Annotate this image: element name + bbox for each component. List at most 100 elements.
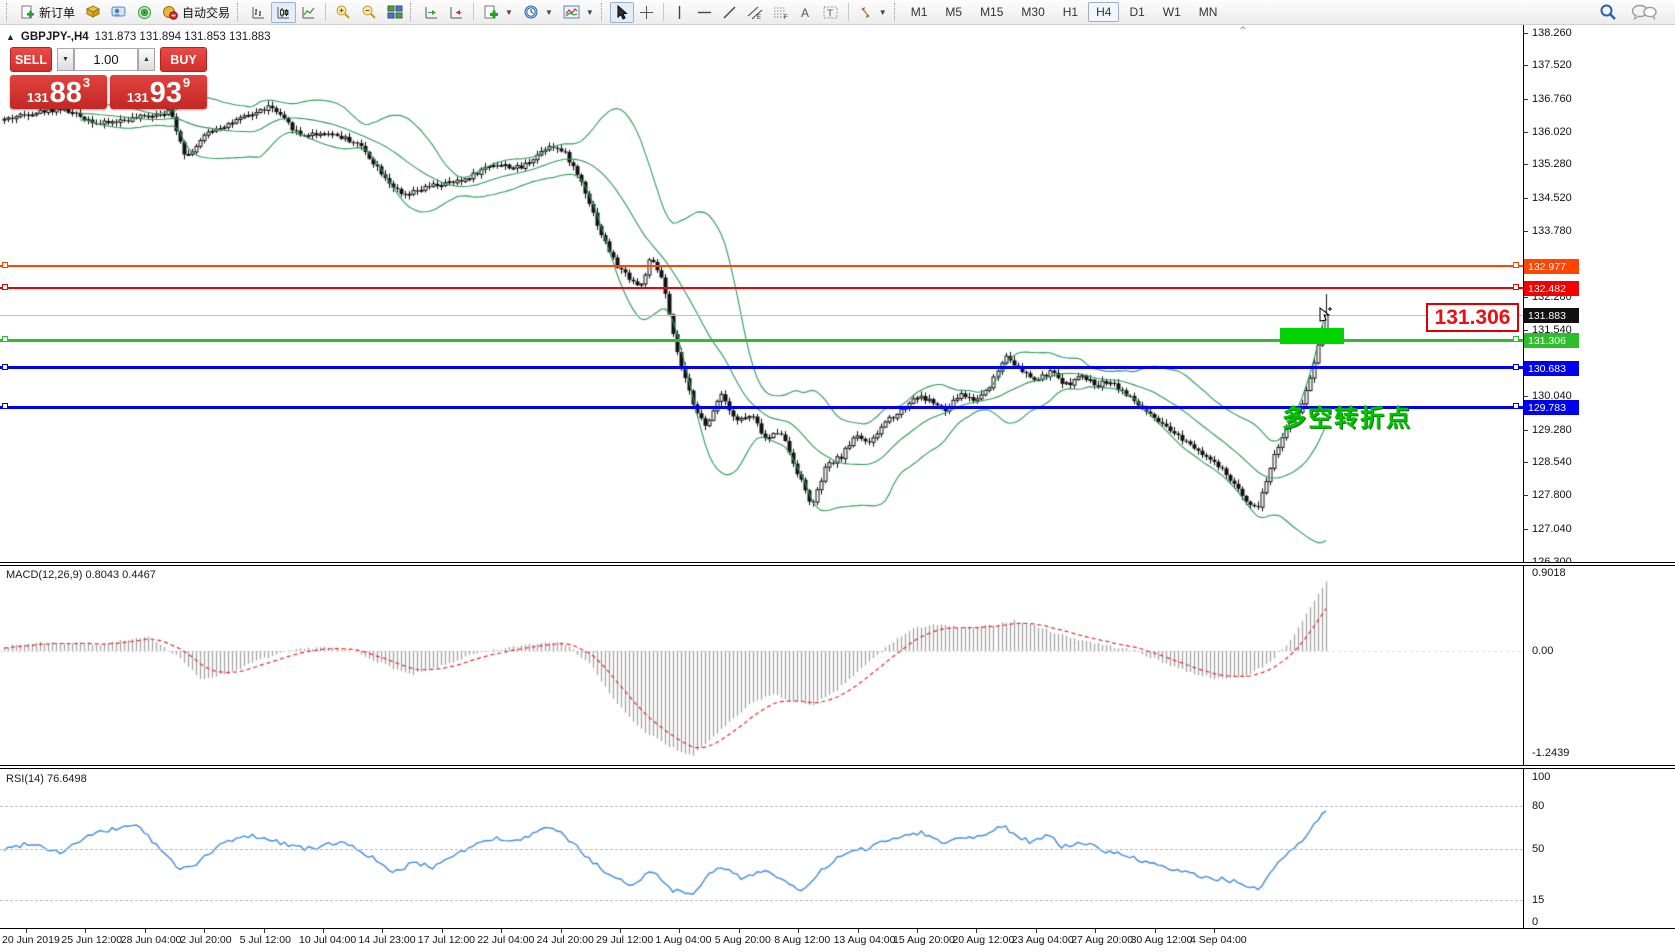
- price-callout-label[interactable]: 131.306: [1426, 303, 1519, 332]
- chat-icon[interactable]: [1631, 3, 1657, 21]
- text-label-tool-button[interactable]: T: [818, 2, 844, 23]
- horizontal-level-line[interactable]: [0, 406, 1523, 409]
- macd-canvas[interactable]: [0, 566, 1523, 766]
- auto-trading-button[interactable]: 自动交易: [157, 2, 235, 23]
- price-tick-label: 130.040: [1532, 390, 1572, 402]
- price-tick: [1523, 495, 1528, 496]
- toolbar-grip[interactable]: [6, 3, 11, 21]
- horizontal-line-tool-button[interactable]: [692, 2, 717, 23]
- candlestick-chart-button[interactable]: [271, 1, 297, 23]
- horizontal-level-line[interactable]: [0, 265, 1523, 267]
- time-axis-label: 4 Sep 04:00: [1190, 934, 1247, 946]
- timeframe-button-m5[interactable]: M5: [945, 5, 963, 19]
- crosshair-tool-button[interactable]: [634, 2, 659, 23]
- data-window-button[interactable]: [106, 2, 132, 23]
- level-anchor-marker[interactable]: [2, 262, 8, 268]
- volume-decrease-button[interactable]: ▼: [57, 48, 74, 71]
- horizontal-line-icon: [697, 8, 712, 17]
- price-tick: [1523, 99, 1528, 100]
- vertical-line-tool-button[interactable]: [668, 2, 692, 23]
- time-axis-label: 15 Aug 20:00: [893, 934, 955, 946]
- time-axis-tick: [144, 929, 146, 933]
- level-anchor-marker[interactable]: [2, 403, 8, 409]
- signal-icon: [137, 5, 152, 20]
- horizontal-level-line[interactable]: [0, 366, 1523, 369]
- price-tick: [1523, 396, 1528, 397]
- level-price-badge: 129.783: [1524, 400, 1579, 415]
- chart-shift-button[interactable]: [444, 2, 469, 23]
- toolbar-grip[interactable]: [893, 3, 899, 21]
- signals-button[interactable]: [132, 2, 157, 23]
- market-watch-button[interactable]: [80, 2, 106, 23]
- new-template-button[interactable]: ▼: [478, 2, 518, 23]
- level-anchor-marker[interactable]: [2, 364, 8, 370]
- time-axis-tick: [917, 929, 918, 933]
- rsi-level-line: [0, 900, 1523, 901]
- search-icon[interactable]: [1599, 3, 1617, 21]
- timeframe-button-h1[interactable]: H1: [1062, 5, 1079, 19]
- timeframe-bar: M1 M5 M15 M30 H1 H4 D1 W1 MN: [903, 2, 1226, 22]
- horizontal-level-line[interactable]: [0, 339, 1523, 342]
- indicators-button[interactable]: ▼: [558, 2, 599, 23]
- auto-scroll-button[interactable]: [419, 2, 444, 23]
- level-anchor-marker[interactable]: [2, 284, 8, 290]
- level-anchor-marker[interactable]: [1513, 336, 1519, 342]
- level-anchor-marker[interactable]: [2, 336, 8, 342]
- data-window-icon: [111, 5, 127, 19]
- zoom-in-icon: [335, 4, 351, 20]
- price-tick: [1523, 198, 1528, 199]
- periods-button[interactable]: ▼: [518, 2, 558, 23]
- buy-button[interactable]: BUY: [160, 47, 207, 72]
- pane-divider-rsi[interactable]: [0, 765, 1675, 769]
- main-chart-canvas[interactable]: [0, 25, 1523, 563]
- level-anchor-marker[interactable]: [1513, 262, 1519, 268]
- level-anchor-marker[interactable]: [1513, 284, 1519, 290]
- toolbar-grip[interactable]: [237, 3, 242, 21]
- turning-point-annotation[interactable]: 多空转折点: [1282, 405, 1412, 432]
- time-axis-tick: [263, 929, 265, 933]
- highlight-rectangle[interactable]: [1280, 328, 1344, 344]
- timeframe-button-h4[interactable]: H4: [1088, 2, 1120, 22]
- level-anchor-marker[interactable]: [1513, 403, 1519, 409]
- zoom-out-button[interactable]: [356, 2, 382, 23]
- line-chart-button[interactable]: [296, 2, 321, 23]
- cursor-tool-button[interactable]: [609, 1, 634, 23]
- trendline-tool-button[interactable]: [717, 2, 742, 23]
- horizontal-level-line[interactable]: [0, 287, 1523, 289]
- arrows-tool-button[interactable]: ▼: [853, 2, 892, 23]
- sell-price-main: 88: [49, 77, 82, 110]
- sell-button[interactable]: SELL: [10, 47, 52, 72]
- volume-input[interactable]: [74, 48, 138, 71]
- toolbar-grip[interactable]: [410, 3, 415, 21]
- pane-divider-macd[interactable]: [0, 562, 1675, 566]
- zoom-in-button[interactable]: [330, 2, 356, 23]
- timeframe-button-mn[interactable]: MN: [1198, 5, 1218, 19]
- timeframe-button-m30[interactable]: M30: [1021, 5, 1045, 19]
- collapse-arrow-icon[interactable]: ▲: [6, 32, 15, 42]
- new-order-button[interactable]: 新订单: [15, 2, 80, 23]
- chart-header: ▲ GBPJPY-,H4 131.873 131.894 131.853 131…: [6, 31, 271, 43]
- timeframe-button-m1[interactable]: M1: [910, 5, 928, 19]
- buy-price-display[interactable]: 131 93 9: [110, 75, 207, 109]
- time-axis-tick: [323, 929, 324, 933]
- tile-windows-button[interactable]: [382, 2, 408, 23]
- price-scale-border: [1523, 25, 1524, 929]
- price-tick-label: 137.520: [1532, 59, 1572, 71]
- bar-chart-button[interactable]: [246, 2, 271, 23]
- tile-windows-icon: [387, 5, 403, 19]
- level-anchor-marker[interactable]: [1513, 364, 1519, 370]
- toolbar-grip[interactable]: [600, 3, 606, 21]
- timeframe-button-w1[interactable]: W1: [1162, 5, 1181, 19]
- timeframe-button-m15[interactable]: M15: [980, 5, 1004, 19]
- symbol-period-label: GBPJPY-,H4: [20, 31, 89, 43]
- sell-price-display[interactable]: 131 88 3: [10, 75, 107, 109]
- volume-increase-button[interactable]: ▲: [138, 48, 155, 71]
- timeframe-button-d1[interactable]: D1: [1129, 5, 1145, 19]
- time-axis-border: [0, 928, 1675, 929]
- time-axis-tick: [382, 929, 384, 933]
- one-click-trading-panel: SELL ▼ ▲ BUY 131 88 3 131 93 9: [10, 47, 207, 109]
- text-tool-button[interactable]: A: [794, 2, 818, 23]
- channel-tool-button[interactable]: E: [742, 2, 768, 23]
- fibonacci-tool-button[interactable]: F: [768, 2, 794, 23]
